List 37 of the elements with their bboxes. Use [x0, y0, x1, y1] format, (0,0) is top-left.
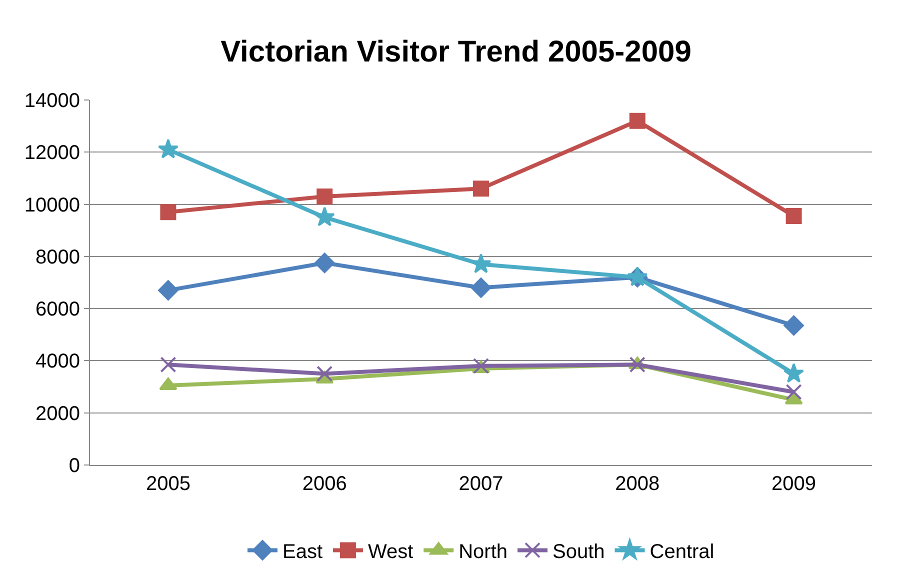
y-tick-label: 14000 [24, 90, 80, 112]
point [158, 280, 178, 300]
x-tick-label: 2005 [146, 473, 190, 495]
point [470, 278, 492, 298]
y-tick-label: 6000 [36, 298, 80, 321]
point [160, 356, 176, 373]
point [629, 356, 646, 373]
x-tick-label: 2007 [458, 473, 504, 495]
point [314, 206, 335, 226]
point [473, 180, 489, 197]
legend-label: West [368, 541, 414, 563]
legend-label: Central [650, 541, 714, 563]
point [316, 366, 333, 382]
point [786, 384, 802, 400]
legend-label: South [552, 541, 605, 563]
y-tick-label: 2000 [36, 402, 80, 425]
y-tick-label: 8000 [36, 246, 80, 268]
point [784, 315, 804, 336]
legend-label: East [282, 541, 323, 563]
point [629, 112, 646, 129]
point [158, 138, 179, 158]
point [316, 188, 333, 204]
point [784, 392, 803, 404]
y-tick-label: 4000 [36, 350, 80, 373]
x-tick-label: 2006 [302, 473, 347, 495]
legend-label: North [458, 541, 508, 563]
point [786, 208, 802, 224]
point [159, 377, 178, 390]
point [160, 204, 176, 220]
chart-title: Victorian Visitor Trend 2005-2009 [220, 36, 692, 69]
x-tick-label: 2008 [615, 473, 660, 495]
x-tick-label: 2009 [772, 473, 816, 495]
point [314, 252, 335, 274]
y-tick-label: 12000 [24, 142, 80, 164]
y-tick-label: 0 [68, 455, 80, 477]
point [783, 362, 804, 383]
y-tick-label: 10000 [24, 194, 80, 216]
